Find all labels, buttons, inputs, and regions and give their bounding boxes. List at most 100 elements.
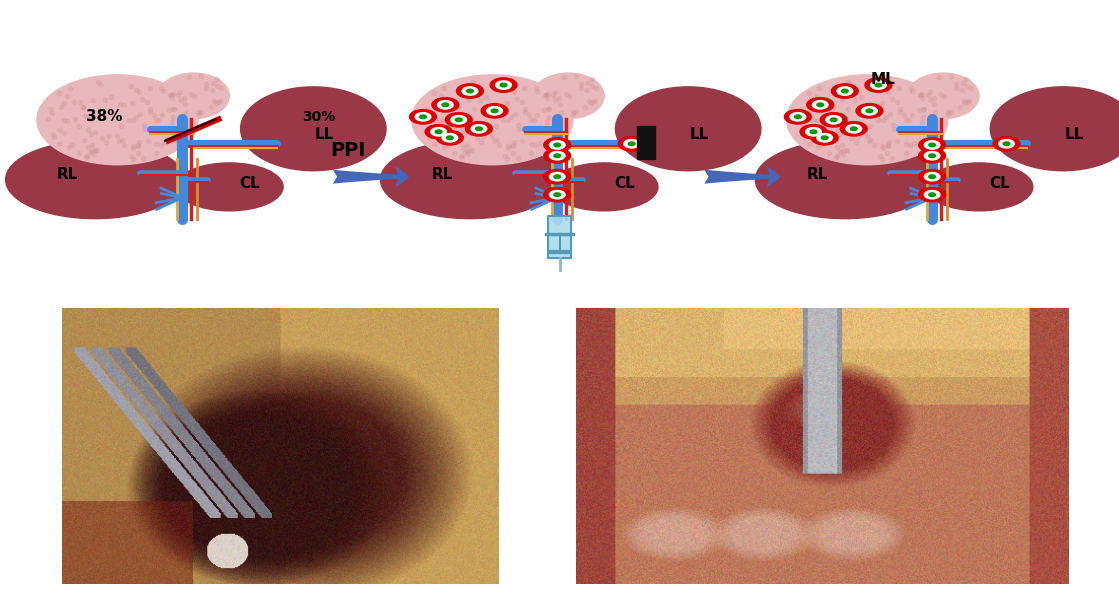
Circle shape: [812, 101, 828, 109]
Circle shape: [919, 149, 946, 163]
Ellipse shape: [6, 141, 185, 219]
Circle shape: [820, 113, 847, 127]
Text: RL: RL: [806, 167, 828, 183]
Circle shape: [856, 104, 883, 118]
Ellipse shape: [787, 75, 948, 165]
Circle shape: [846, 125, 862, 133]
Circle shape: [618, 137, 645, 151]
Circle shape: [455, 118, 462, 122]
Circle shape: [544, 170, 571, 184]
Circle shape: [410, 110, 436, 124]
Text: RL: RL: [431, 167, 453, 183]
Text: PPI: PPI: [330, 141, 366, 160]
Circle shape: [445, 113, 472, 127]
Bar: [548, 216, 571, 258]
Circle shape: [629, 142, 636, 146]
Circle shape: [451, 116, 467, 124]
Circle shape: [924, 173, 940, 181]
Circle shape: [837, 87, 853, 95]
Ellipse shape: [990, 87, 1119, 171]
Circle shape: [866, 109, 873, 113]
Circle shape: [800, 125, 827, 139]
Circle shape: [831, 84, 858, 98]
Circle shape: [875, 83, 882, 87]
Text: LL: LL: [314, 127, 335, 143]
Circle shape: [435, 130, 442, 134]
Ellipse shape: [755, 141, 934, 219]
Circle shape: [549, 141, 565, 149]
Circle shape: [806, 128, 821, 136]
Circle shape: [549, 173, 565, 181]
Circle shape: [998, 140, 1014, 148]
Circle shape: [817, 134, 833, 142]
Circle shape: [994, 137, 1021, 151]
Circle shape: [554, 193, 561, 196]
Circle shape: [544, 138, 571, 152]
Circle shape: [544, 149, 571, 163]
Circle shape: [420, 115, 426, 119]
Circle shape: [865, 78, 892, 92]
Circle shape: [841, 89, 848, 93]
Circle shape: [924, 141, 940, 149]
Circle shape: [476, 127, 482, 131]
Circle shape: [446, 136, 453, 140]
Circle shape: [491, 109, 498, 113]
Text: 38%: 38%: [86, 109, 122, 125]
Circle shape: [919, 170, 946, 184]
Circle shape: [436, 131, 463, 145]
Text: CL: CL: [239, 176, 260, 192]
Circle shape: [830, 118, 837, 122]
Circle shape: [487, 107, 502, 115]
Circle shape: [554, 175, 561, 179]
Circle shape: [431, 128, 446, 136]
Circle shape: [811, 131, 838, 145]
Circle shape: [471, 125, 487, 133]
Circle shape: [929, 175, 935, 179]
Circle shape: [784, 110, 811, 124]
Ellipse shape: [158, 73, 229, 119]
Circle shape: [840, 122, 867, 136]
Ellipse shape: [615, 87, 761, 171]
Circle shape: [500, 83, 507, 87]
Ellipse shape: [37, 75, 198, 165]
Circle shape: [929, 193, 935, 196]
Ellipse shape: [380, 141, 560, 219]
Text: 30%: 30%: [302, 110, 336, 124]
Circle shape: [624, 140, 640, 148]
Circle shape: [554, 143, 561, 147]
Circle shape: [432, 98, 459, 112]
Text: RL: RL: [56, 167, 78, 183]
Circle shape: [544, 187, 571, 202]
Circle shape: [924, 152, 940, 160]
Circle shape: [862, 107, 877, 115]
Circle shape: [871, 81, 886, 89]
Circle shape: [438, 101, 453, 109]
Circle shape: [490, 78, 517, 92]
Ellipse shape: [551, 163, 658, 211]
Circle shape: [919, 138, 946, 152]
Circle shape: [481, 104, 508, 118]
Circle shape: [462, 87, 478, 95]
Circle shape: [549, 190, 565, 199]
Circle shape: [466, 122, 492, 136]
Circle shape: [415, 113, 431, 121]
Circle shape: [794, 115, 801, 119]
Ellipse shape: [908, 73, 979, 119]
Circle shape: [457, 84, 483, 98]
Ellipse shape: [241, 87, 386, 171]
Circle shape: [810, 130, 817, 134]
Circle shape: [826, 116, 841, 124]
Circle shape: [554, 154, 561, 158]
Circle shape: [1003, 142, 1010, 146]
Text: CL: CL: [989, 176, 1009, 192]
Circle shape: [790, 113, 806, 121]
Text: ML: ML: [871, 71, 895, 87]
Circle shape: [929, 154, 935, 158]
Circle shape: [496, 81, 511, 89]
Circle shape: [850, 127, 857, 131]
Text: LL: LL: [1064, 127, 1084, 143]
Circle shape: [929, 143, 935, 147]
Circle shape: [442, 103, 449, 107]
Circle shape: [919, 187, 946, 202]
Bar: [638, 126, 655, 159]
